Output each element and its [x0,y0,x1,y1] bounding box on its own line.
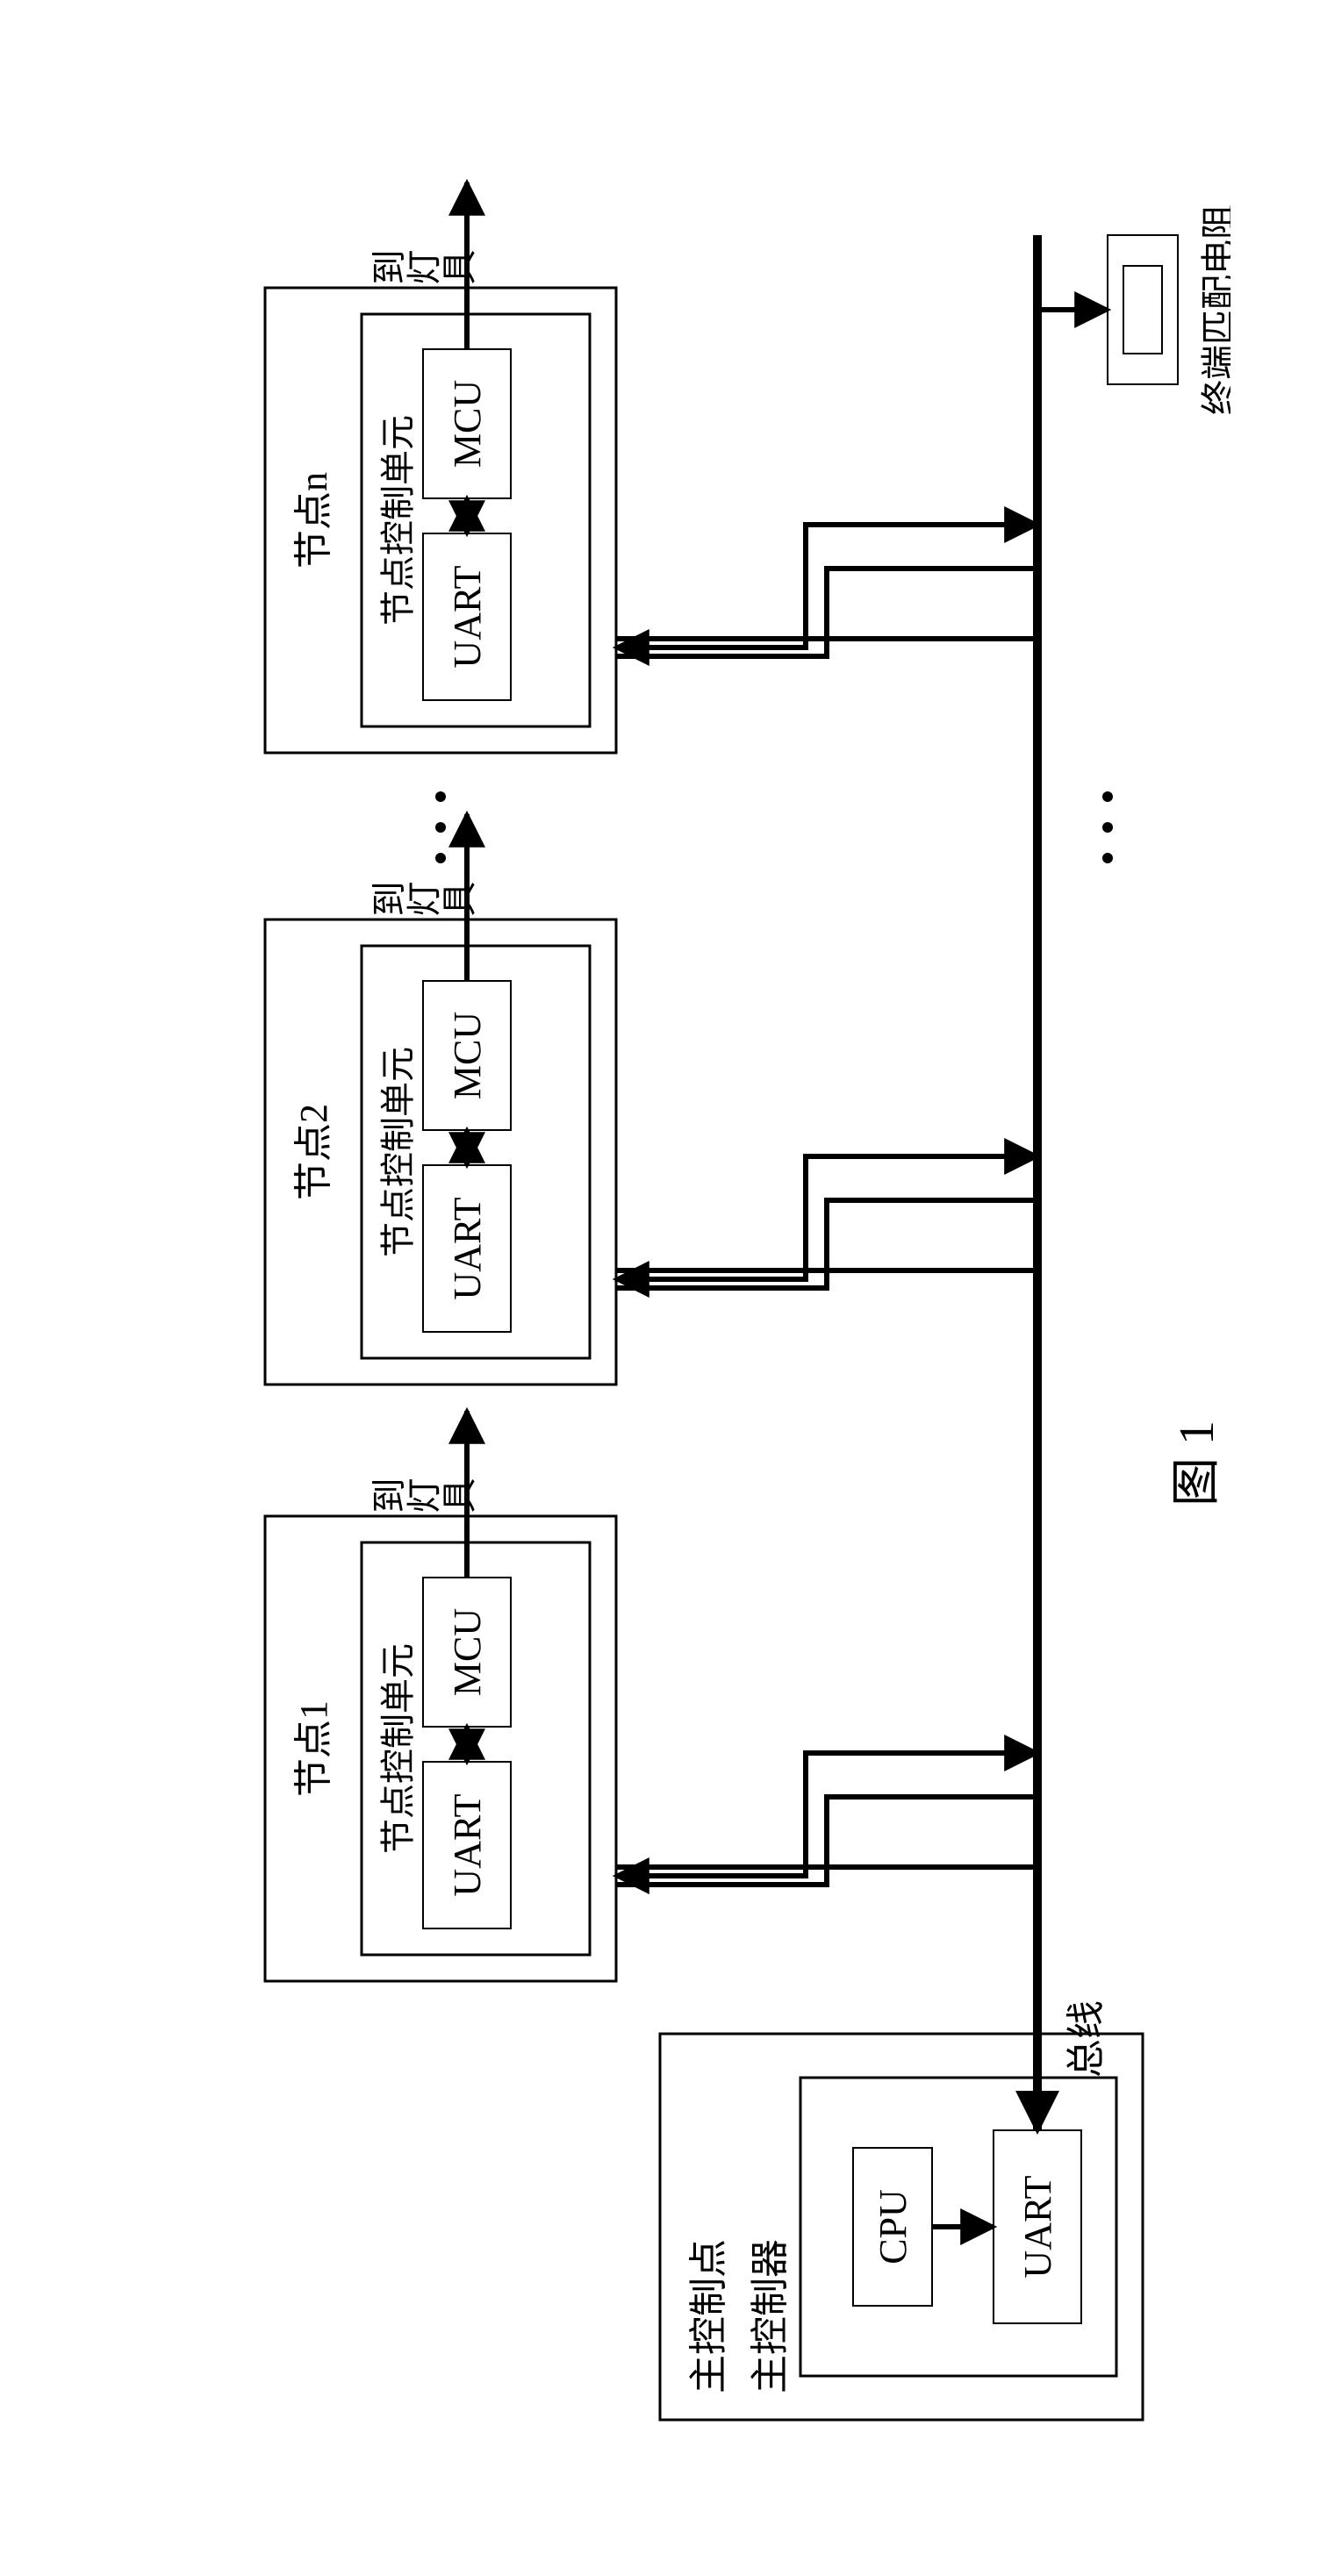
master-outer-label: 主控制点 [687,2239,730,2394]
to-light-label: 到灯具 [370,1479,476,1519]
node-uart-label: UART [446,1197,489,1299]
node-uart-label: UART [446,565,489,668]
ellipsis-dot [1102,822,1113,833]
node-unit-label: 节点控制单元 [378,415,418,626]
node-name: 节点n [292,472,335,569]
node-unit-label: 节点控制单元 [378,1047,418,1257]
node-unit-label: 节点控制单元 [378,1643,418,1854]
ellipsis-dot [1102,853,1113,863]
to-light-label: 到灯具 [370,251,476,290]
cpu-label: CPU [872,2189,915,2265]
to-light-label: 到灯具 [370,883,476,922]
bus-label: 总线 [1065,2000,1108,2078]
node-name: 节点1 [292,1700,335,1797]
figure-label: 图 1 [1170,1420,1224,1506]
system-diagram: 主控制点主控制器CPUUART总线节点1节点控制单元UARTMCU到灯具节点2节… [90,104,1230,2472]
node-mcu-label: MCU [446,1608,489,1696]
node-uart-label: UART [446,1793,489,1896]
ellipsis-dot [435,853,446,863]
ellipsis-dot [435,822,446,833]
master-uart-label: UART [1016,2175,1059,2278]
node-mcu-label: MCU [446,380,489,468]
terminator-box [1108,235,1178,384]
ellipsis-dot [435,791,446,802]
terminator-label: 终端匹配电阻 [1199,204,1230,415]
node-name: 节点2 [292,1104,335,1200]
terminator-inner [1123,266,1162,354]
node-mcu-label: MCU [446,1012,489,1099]
ellipsis-dot [1102,791,1113,802]
master-inner-label: 主控制器 [749,2239,792,2394]
